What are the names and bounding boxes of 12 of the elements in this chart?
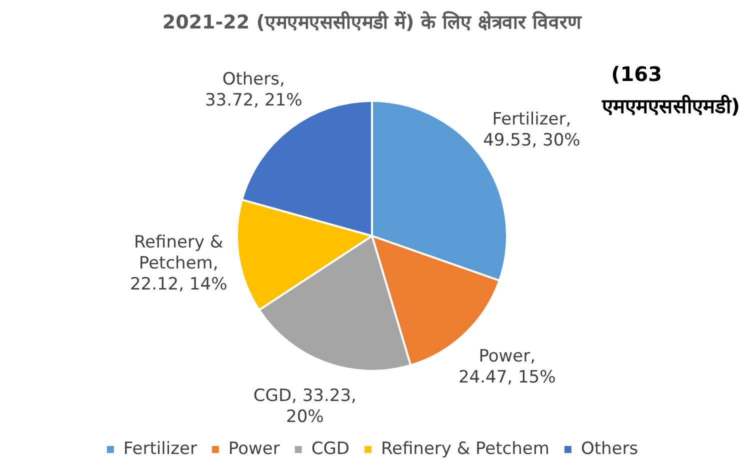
legend-label: Fertilizer xyxy=(123,438,197,459)
data-label: Others, 33.72, 21% xyxy=(204,70,302,111)
legend-label: CGD xyxy=(311,438,350,459)
data-label: CGD, 33.23, 20% xyxy=(253,386,356,428)
chart-title: 2021-22 (एमएमएससीएमडी में) के लिए क्षेत्रवार विवरण xyxy=(162,10,583,34)
data-label: Power, 24.47, 15% xyxy=(458,346,556,388)
legend-label: Others xyxy=(580,438,638,459)
data-label: Refinery & Petchem, 22.12, 14% xyxy=(130,232,228,294)
data-label: Fertilizer, 49.53, 30% xyxy=(483,109,580,150)
legend-label: Power xyxy=(228,438,280,459)
text: (163 एमएमएससीएमडी) xyxy=(600,62,740,118)
legend-label: Refinery & Petchem xyxy=(380,438,550,459)
